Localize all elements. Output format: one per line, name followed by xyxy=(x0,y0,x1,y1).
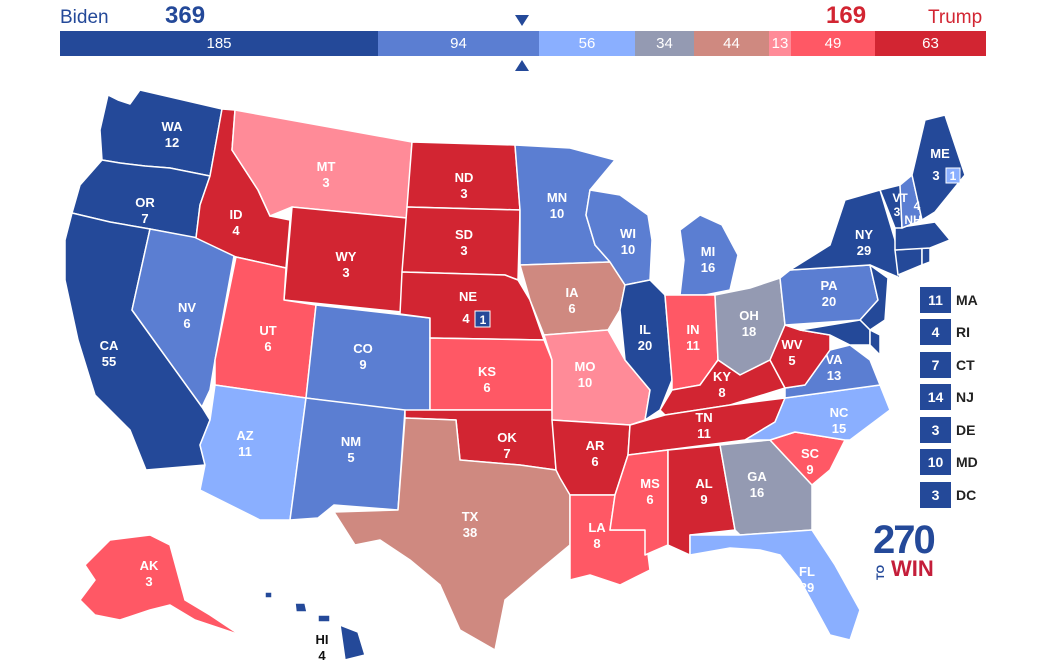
biden-electoral-votes: 369 xyxy=(165,2,206,29)
state-WY[interactable] xyxy=(283,206,408,313)
270-marker-bottom-icon xyxy=(515,60,529,71)
ne-ev-box[interactable]: 10 xyxy=(920,449,951,475)
ne-state-abbr: MD xyxy=(956,454,978,470)
ne-row-DE[interactable]: 3 DE xyxy=(920,417,1010,443)
270-marker-top-icon xyxy=(515,15,529,26)
ne-state-abbr: DE xyxy=(956,422,976,438)
ne-row-RI[interactable]: 4 RI xyxy=(920,319,1010,345)
state-ME[interactable] xyxy=(911,114,966,221)
ne-row-NJ[interactable]: 14 NJ xyxy=(920,384,1010,410)
ne-row-MA[interactable]: 11 MA xyxy=(920,287,1010,313)
label-HI-abbr: HI xyxy=(316,632,329,647)
ne-state-abbr: CT xyxy=(956,357,975,373)
state-AK[interactable] xyxy=(79,534,241,636)
label-HI-ev: 4 xyxy=(318,648,326,663)
biden-label: Biden xyxy=(60,7,109,28)
ne-row-DC[interactable]: 3 DC xyxy=(920,482,1010,508)
ne-state-abbr: DC xyxy=(956,487,977,503)
bar-segment-likely-dem[interactable]: 94 xyxy=(378,31,539,56)
state-SD[interactable] xyxy=(401,206,521,281)
logo-win: WIN xyxy=(891,556,934,581)
bar-segment-likely-rep[interactable]: 49 xyxy=(791,31,875,56)
state-RI[interactable] xyxy=(921,247,931,266)
state-NC[interactable] xyxy=(744,384,891,441)
bar-segment-tilt-rep[interactable]: 44 xyxy=(694,31,769,56)
270towin-logo[interactable]: 270 TO WIN xyxy=(873,520,943,582)
ne-state-abbr: MA xyxy=(956,292,978,308)
ne-ev-box[interactable]: 14 xyxy=(920,384,951,410)
state-HI-islands[interactable] xyxy=(264,591,331,623)
me-district-box[interactable] xyxy=(945,167,961,184)
trump-label: Trump xyxy=(928,7,983,28)
ne-row-CT[interactable]: 7 CT xyxy=(920,352,1010,378)
logo-number: 270 xyxy=(873,518,936,562)
state-DE[interactable] xyxy=(869,329,881,356)
state-MA[interactable] xyxy=(894,221,951,251)
ne-ev-box[interactable]: 3 xyxy=(920,417,951,443)
ne-state-abbr: RI xyxy=(956,324,970,340)
state-HI[interactable] xyxy=(339,624,366,661)
state-CT[interactable] xyxy=(894,247,923,276)
trump-electoral-votes: 169 xyxy=(826,2,867,29)
state-NY[interactable] xyxy=(789,189,901,279)
electoral-vote-bar: 185 94 56 34 44 13 49 63 xyxy=(60,31,986,56)
bar-segment-lean-rep[interactable]: 13 xyxy=(769,31,791,56)
ne-ev-box[interactable]: 3 xyxy=(920,482,951,508)
ne-district-box[interactable] xyxy=(474,310,491,328)
bar-segment-lean-dem[interactable]: 56 xyxy=(539,31,635,56)
state-NM[interactable] xyxy=(289,397,406,521)
ne-ev-box[interactable]: 7 xyxy=(920,352,951,378)
ne-ev-box[interactable]: 4 xyxy=(920,319,951,345)
state-IL[interactable] xyxy=(619,279,673,421)
state-TX[interactable] xyxy=(333,417,571,651)
ne-ev-box[interactable]: 11 xyxy=(920,287,951,313)
state-AZ[interactable] xyxy=(199,384,307,521)
state-MI[interactable] xyxy=(679,214,739,296)
ne-state-abbr: NJ xyxy=(956,389,974,405)
logo-to: TO xyxy=(875,564,887,580)
ne-row-MD[interactable]: 10 MD xyxy=(920,449,1010,475)
bar-segment-safe-rep[interactable]: 63 xyxy=(875,31,986,56)
state-CO[interactable] xyxy=(305,304,431,416)
state-WV[interactable] xyxy=(769,324,831,389)
state-FL[interactable] xyxy=(689,529,861,641)
state-ND[interactable] xyxy=(406,141,521,211)
bar-segment-safe-dem[interactable]: 185 xyxy=(60,31,378,56)
state-KS[interactable] xyxy=(429,337,553,411)
bar-segment-tossup[interactable]: 34 xyxy=(635,31,694,56)
